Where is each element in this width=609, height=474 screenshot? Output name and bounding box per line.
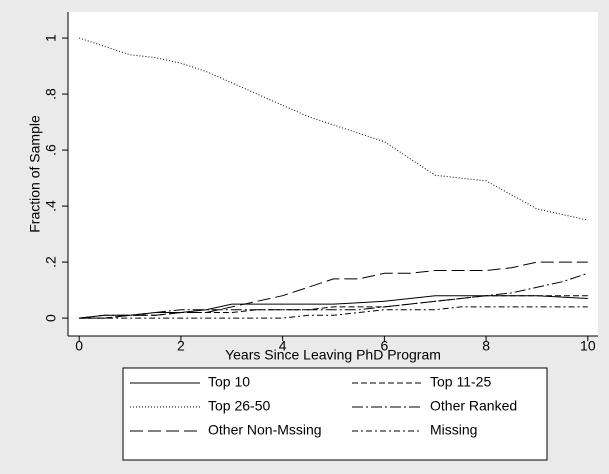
y-tick-label: .4: [43, 200, 59, 212]
y-tick-label: 1: [43, 34, 59, 42]
x-tick-label: 6: [380, 338, 388, 354]
series-line: [79, 306, 588, 319]
legend-label: Top 26-50: [208, 398, 270, 414]
x-tick-label: 10: [580, 338, 596, 354]
legend-label: Other Ranked: [430, 398, 517, 414]
legend-label: Other Non-Mssing: [208, 422, 322, 438]
y-tick-label: .6: [43, 144, 59, 156]
series-line: [79, 272, 588, 319]
legend-label: Top 10: [208, 374, 250, 390]
legend-label: Top 11-25: [430, 374, 491, 390]
legend-label: Missing: [430, 422, 477, 438]
y-axis-label: Fraction of Sample: [27, 115, 43, 233]
x-axis-label: Years Since Leaving PhD Program: [225, 347, 441, 363]
series-line: [79, 261, 588, 319]
y-tick-label: .2: [43, 256, 59, 268]
y-tick-label: .8: [43, 88, 59, 100]
x-tick-label: 8: [482, 338, 490, 354]
x-tick-label: 0: [75, 338, 83, 354]
x-tick-label: 2: [177, 338, 185, 354]
series-line: [79, 37, 588, 221]
y-tick-label: 0: [43, 314, 59, 322]
x-tick-label: 4: [279, 338, 287, 354]
plot-area: [68, 12, 598, 336]
